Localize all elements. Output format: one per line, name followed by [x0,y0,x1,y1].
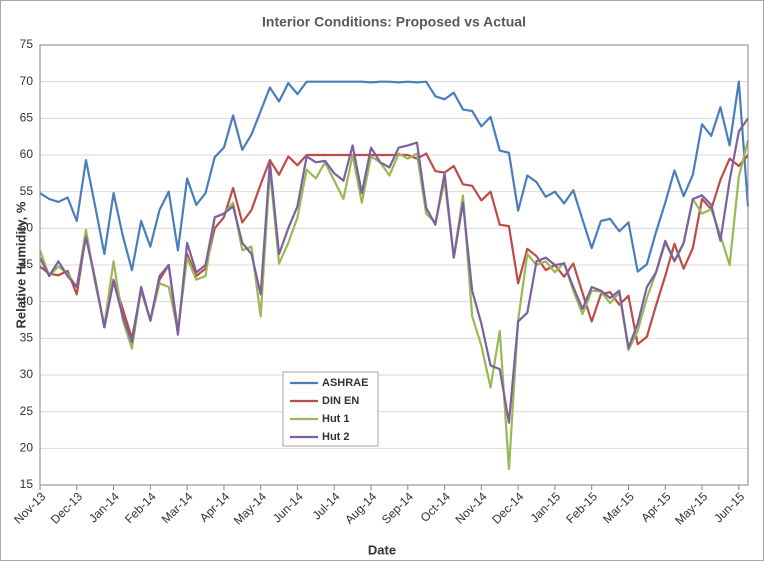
series-line [39,80,750,273]
legend-label: Hut 1 [322,413,350,425]
legend-label: DIN EN [322,395,359,407]
y-tick-label: 50 [20,221,34,235]
y-axis-label: Relative Humidity, % [13,201,28,328]
legend: ASHRAE DIN EN Hut 1 Hut 2 [282,371,379,447]
chart-title: Interior Conditions: Proposed vs Actual [262,14,526,30]
y-tick-label: 65 [20,111,34,125]
series-line [39,117,749,424]
y-tick-label: 60 [20,147,34,161]
y-tick-label: 20 [20,441,34,455]
y-tick-label: 75 [20,37,34,51]
y-tick-label: 35 [20,331,34,345]
y-tick-label: 15 [20,477,34,491]
plot-border [39,44,749,486]
y-tick-label: 70 [20,74,34,88]
legend-box [282,371,379,447]
legend-label: ASHRAE [322,377,368,389]
y-tick-label: 55 [20,184,34,198]
lines [38,80,750,470]
y-tick-label: 25 [20,404,34,418]
legend-label: Hut 2 [322,431,350,443]
y-tick-label: 45 [20,257,34,271]
x-axis-label: Date [368,542,396,557]
y-tick-label: 30 [20,367,34,381]
y-tick-label: 40 [20,294,34,308]
